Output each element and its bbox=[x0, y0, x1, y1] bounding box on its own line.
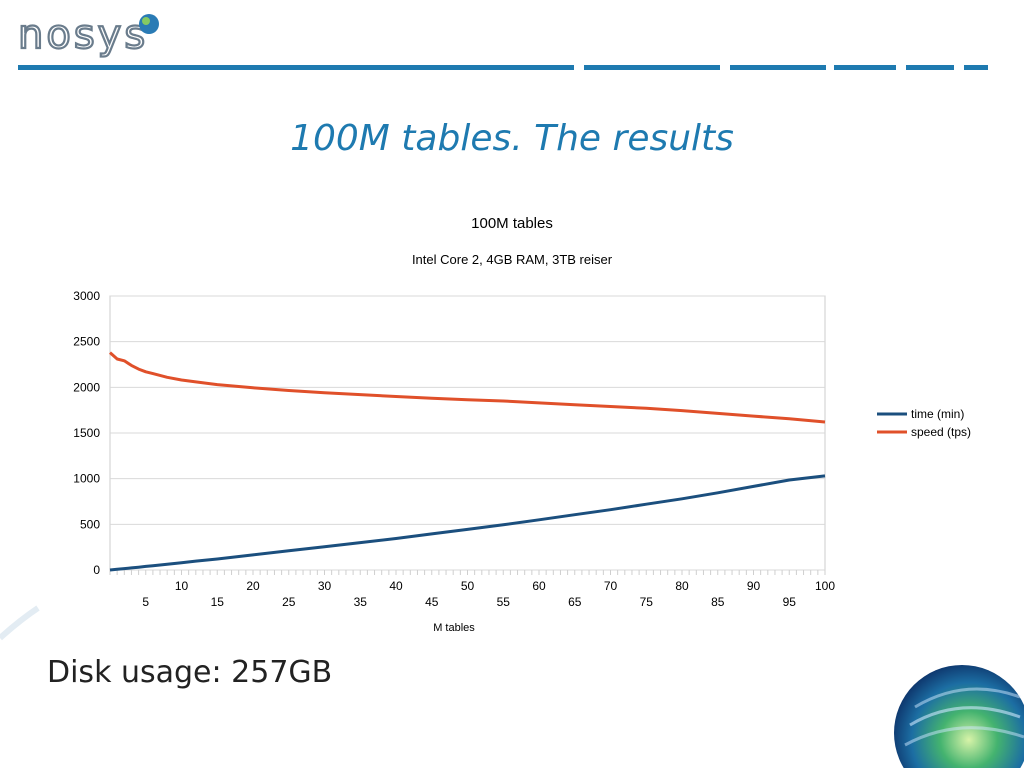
x-tick-label: 5 bbox=[142, 595, 149, 609]
x-axis-label: M tables bbox=[433, 622, 475, 634]
chart-title: 100M tables bbox=[471, 215, 553, 232]
x-tick-label: 45 bbox=[425, 595, 439, 609]
y-tick-label: 500 bbox=[80, 517, 100, 531]
nosys-logo: nosys bbox=[17, 11, 159, 58]
x-tick-label: 95 bbox=[783, 595, 797, 609]
x-tick-label: 20 bbox=[246, 579, 260, 593]
x-tick-label: 55 bbox=[497, 595, 511, 609]
x-minor-ticks bbox=[109, 570, 826, 575]
x-tick-label: 70 bbox=[604, 579, 618, 593]
gridlines bbox=[110, 295, 825, 571]
legend-label: speed (tps) bbox=[911, 425, 971, 439]
slide-title: 100M tables. The results bbox=[290, 118, 734, 159]
x-tick-label: 65 bbox=[568, 595, 582, 609]
y-tick-label: 2500 bbox=[73, 335, 100, 349]
x-tick-label: 35 bbox=[354, 595, 368, 609]
x-tick-label: 60 bbox=[532, 579, 546, 593]
legend-label: time (min) bbox=[911, 407, 964, 421]
series-line-0 bbox=[109, 474, 826, 572]
y-tick-label: 1000 bbox=[73, 472, 100, 486]
corner-decoration bbox=[0, 605, 40, 641]
x-tick-label: 10 bbox=[175, 579, 189, 593]
y-tick-label: 2000 bbox=[73, 380, 100, 394]
disk-usage-text: Disk usage: 257GB bbox=[47, 655, 333, 690]
logo-globe-icon bbox=[139, 14, 159, 34]
chart-legend: time (min) speed (tps) bbox=[877, 407, 971, 439]
x-tick-label: 30 bbox=[318, 579, 332, 593]
series-line-1 bbox=[109, 351, 826, 424]
y-tick-label: 1500 bbox=[73, 426, 100, 440]
chart-subtitle: Intel Core 2, 4GB RAM, 3TB reiser bbox=[412, 252, 613, 267]
x-tick-label: 40 bbox=[389, 579, 403, 593]
y-tick-label: 3000 bbox=[73, 289, 100, 303]
logo-wordmark: nosys bbox=[18, 12, 148, 58]
x-tick-label: 15 bbox=[211, 595, 225, 609]
x-tick-label: 85 bbox=[711, 595, 725, 609]
header-divider bbox=[18, 65, 988, 70]
x-tick-label: 80 bbox=[675, 579, 689, 593]
x-tick-label: 100 bbox=[815, 579, 835, 593]
series-lines bbox=[109, 351, 826, 572]
line-chart: 100M tables Intel Core 2, 4GB RAM, 3TB r… bbox=[73, 215, 971, 634]
x-tick-labels: 10 20 30 40 50 60 70 80 90 100 5 15 25 35 45 55 65 75 85 95 bbox=[142, 579, 835, 609]
y-tick-label: 0 bbox=[93, 563, 100, 577]
x-tick-label: 90 bbox=[747, 579, 761, 593]
globe-graphic bbox=[894, 665, 1024, 768]
x-tick-label: 75 bbox=[640, 595, 654, 609]
x-tick-label: 50 bbox=[461, 579, 475, 593]
x-tick-label: 25 bbox=[282, 595, 296, 609]
y-tick-labels: 0 500 1000 1500 2000 2500 3000 bbox=[73, 289, 100, 577]
